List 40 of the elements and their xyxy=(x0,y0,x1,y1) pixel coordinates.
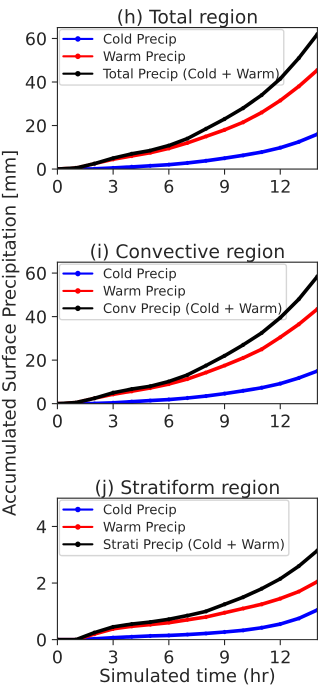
legend-label: Cold Precip xyxy=(104,34,176,46)
legend-label: Cold Precip xyxy=(104,504,176,517)
y-tick-label: 40 xyxy=(26,310,46,324)
x-tick-label: 0 xyxy=(53,414,62,428)
x-tick-label: 9 xyxy=(220,650,229,664)
y-tick-label: 0 xyxy=(37,397,46,410)
chart-title: (i) Convective region xyxy=(91,244,284,262)
x-tick-label: 6 xyxy=(164,180,174,193)
y-tick-label: 60 xyxy=(26,32,46,46)
y-tick-label: 2 xyxy=(37,576,46,590)
x-tick-label: 9 xyxy=(220,180,229,193)
y-tick-label: 0 xyxy=(37,633,46,646)
x-tick-label: 0 xyxy=(53,180,62,193)
x-tick-label: 0 xyxy=(53,650,62,664)
x-tick-label: 9 xyxy=(220,414,229,428)
y-tick-label: 0 xyxy=(37,162,46,176)
x-axis-title: Simulated time (hr) xyxy=(100,668,274,684)
y-axis-title: Accumulated Surface Precipitation [mm] xyxy=(2,151,20,516)
legend-label: Warm Precip xyxy=(103,50,186,64)
x-tick-label: 3 xyxy=(108,180,118,193)
x-tick-label: 12 xyxy=(271,414,290,428)
chart-title: (h) Total region xyxy=(118,9,257,28)
chart-title: (j) Stratiform region xyxy=(96,480,279,498)
x-tick-label: 6 xyxy=(164,650,174,664)
x-tick-label: 3 xyxy=(108,414,118,428)
y-tick-label: 4 xyxy=(36,520,46,534)
legend-label: Cold Precip xyxy=(104,268,176,281)
legend-label: Warm Precip xyxy=(103,522,186,534)
x-tick-label: 6 xyxy=(164,414,174,428)
legend-label: Conv Precip (Cold + Warm) xyxy=(104,302,282,316)
legend-label: Total Precip (Cold + Warm) xyxy=(102,68,279,82)
y-tick-label: 20 xyxy=(26,119,46,132)
x-tick-label: 3 xyxy=(108,650,118,664)
y-tick-label: 20 xyxy=(26,354,46,367)
x-tick-label: 12 xyxy=(271,180,290,193)
x-tick-label: 12 xyxy=(271,650,290,664)
legend-label: Strati Precip (Cold + Warm) xyxy=(104,538,284,552)
y-tick-label: 40 xyxy=(26,76,46,89)
legend-label: Warm Precip xyxy=(103,286,186,298)
y-tick-label: 60 xyxy=(26,266,46,280)
